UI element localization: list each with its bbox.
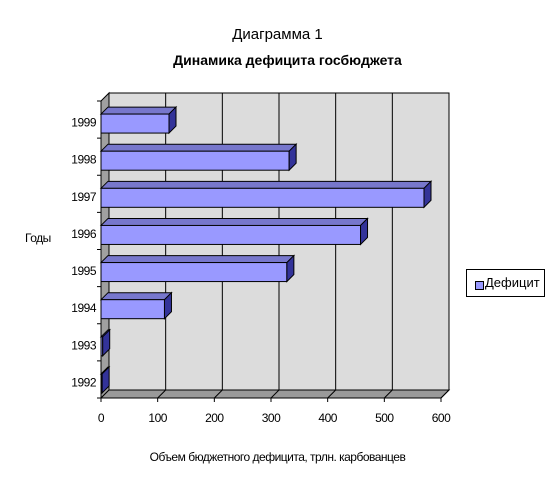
x-gridline-floor [440, 389, 450, 399]
bar-top [99, 217, 369, 226]
x-tick-label: 100 [148, 411, 167, 425]
bar-end [102, 328, 111, 358]
bar-end [163, 291, 172, 320]
bar-end [288, 142, 297, 172]
bar [100, 262, 288, 283]
y-tick-label: 1996 [71, 227, 97, 241]
y-tick-label: 1992 [71, 375, 97, 389]
x-gridline-floor [327, 389, 337, 399]
y-tick-label: 1997 [71, 190, 97, 204]
x-gridline-floor [157, 389, 167, 399]
bar-top [99, 106, 178, 115]
y-tick-label: 1998 [71, 153, 97, 167]
legend: Дефицит [466, 269, 545, 297]
bar [100, 224, 362, 245]
bar-top [99, 255, 296, 264]
x-tick-label: 300 [262, 411, 281, 425]
legend-swatch [475, 281, 484, 290]
bar [100, 150, 290, 171]
x-gridline-floor [213, 389, 223, 399]
x-gridline-floor [383, 389, 393, 399]
bar [100, 299, 165, 320]
chart-title: Диаграмма 1 [232, 26, 323, 43]
bar-top [99, 180, 433, 189]
bar [100, 113, 170, 134]
y-axis-label: Годы [25, 231, 51, 245]
bar [100, 187, 425, 208]
x-axis-label: Объем бюджетного дефицита, трлн. карбова… [149, 450, 406, 464]
y-tick-label: 1994 [71, 301, 97, 315]
y-tick-label: 1995 [71, 264, 97, 278]
x-tick-label: 0 [98, 411, 105, 425]
legend-label: Дефицит [485, 275, 540, 290]
bar-end [101, 365, 110, 395]
x-tick-label: 400 [318, 411, 337, 425]
y-tick-label: 1999 [71, 116, 97, 130]
bar-end [423, 180, 432, 209]
bar-end [286, 254, 295, 283]
bar-end [360, 217, 369, 246]
x-tick-label: 200 [205, 411, 224, 425]
bar-top [99, 292, 173, 301]
chart-subtitle: Динамика дефицита госбюджета [173, 52, 402, 68]
y-tick-label: 1993 [71, 338, 97, 352]
x-tick-label: 500 [375, 411, 394, 425]
bar-end [168, 105, 177, 135]
x-tick-label: 600 [432, 411, 451, 425]
x-gridline-floor [270, 389, 280, 399]
bar-top [99, 143, 298, 152]
